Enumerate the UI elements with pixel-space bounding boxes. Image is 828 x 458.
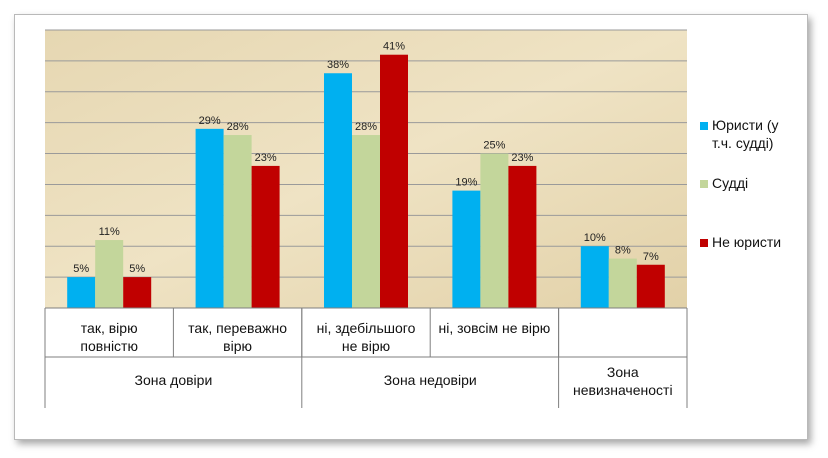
legend-swatch — [700, 239, 708, 247]
data-label: 23% — [511, 152, 533, 164]
bar — [380, 54, 408, 308]
category-label: ні, зовсім не вірю — [438, 320, 550, 336]
group-label: Зона — [607, 364, 639, 380]
data-label: 23% — [255, 152, 277, 164]
bar — [452, 190, 481, 308]
bar — [352, 135, 380, 308]
group-label: Зона недовіри — [384, 372, 477, 388]
legend-label: т.ч. судді) — [712, 135, 773, 151]
data-label: 8% — [615, 245, 631, 257]
data-label: 29% — [199, 115, 221, 127]
data-labels: 5% 29% 38% 19% 10% 11% 28% 28% 25% 8% 5% 23% 41% 23% 7… — [73, 41, 659, 275]
bar — [123, 277, 152, 308]
bar — [95, 240, 124, 308]
legend: Юристи (у т.ч. судді) Судді Не юристи — [700, 117, 781, 250]
data-label: 5% — [129, 263, 145, 275]
category-label: вірю — [223, 338, 252, 354]
group-label: Зона довіри — [135, 372, 213, 388]
data-label: 38% — [327, 59, 349, 71]
category-axis: так, вірю повністю так, переважно вірю ні, з… — [44, 307, 688, 408]
category-label: повністю — [80, 338, 138, 354]
data-label: 41% — [383, 41, 405, 53]
category-label: так, переважно — [188, 320, 287, 336]
bars — [67, 54, 665, 308]
data-label: 5% — [73, 263, 89, 275]
data-label: 7% — [643, 251, 659, 263]
bar — [67, 277, 96, 308]
group-label: невизначеності — [573, 382, 673, 398]
bar — [223, 135, 252, 308]
data-label: 10% — [584, 232, 606, 244]
legend-label: Не юристи — [712, 234, 781, 250]
category-label: так, вірю — [81, 320, 138, 336]
legend-swatch — [700, 180, 708, 188]
bar — [324, 73, 352, 308]
legend-label: Юристи (у — [712, 117, 779, 133]
category-label: не вірю — [342, 338, 390, 354]
legend-swatch — [700, 122, 708, 130]
bar-chart: 5% 29% 38% 19% 10% 11% 28% 28% 25% 8% 5% 23% 41% 23% 7… — [44, 29, 781, 408]
bar — [480, 153, 509, 308]
category-label: ні, здебільшого — [317, 320, 416, 336]
bar — [608, 258, 637, 308]
data-label: 11% — [99, 226, 120, 238]
bar — [508, 165, 537, 308]
chart-frame: 5% 29% 38% 19% 10% 11% 28% 28% 25% 8% 5% 23% 41% 23% 7… — [14, 14, 808, 440]
data-label: 28% — [227, 121, 249, 133]
legend-label: Судді — [712, 175, 748, 191]
bar — [251, 165, 280, 308]
bar — [580, 246, 609, 308]
data-label: 28% — [355, 121, 377, 133]
data-label: 19% — [455, 177, 477, 189]
data-label: 25% — [483, 140, 505, 152]
bar — [195, 128, 224, 308]
bar — [636, 264, 665, 308]
